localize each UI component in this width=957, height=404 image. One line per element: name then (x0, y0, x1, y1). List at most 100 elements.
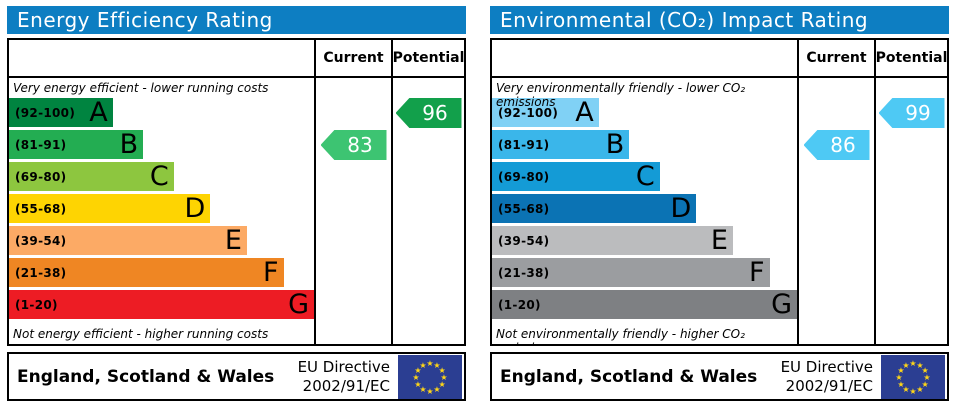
svg-text:★: ★ (909, 359, 916, 368)
region-label: England, Scotland & Wales (500, 366, 758, 387)
svg-text:★: ★ (412, 373, 419, 382)
rating-table: Current Potential Very energy efficient … (7, 38, 466, 346)
potential-rating-value: 96 (422, 101, 448, 125)
rating-band-g: (1-20) G (492, 290, 797, 319)
potential-value-column: 96 (391, 78, 464, 344)
svg-text:★: ★ (426, 387, 433, 396)
svg-text:★: ★ (419, 385, 426, 394)
current-value-column: 86 (797, 78, 874, 344)
eu-directive-line1: EU Directive (780, 357, 873, 376)
current-rating-value: 83 (347, 133, 373, 157)
band-letter: A (89, 97, 108, 128)
band-column-header (492, 40, 797, 76)
band-letter: C (635, 161, 655, 192)
panel-title-bar: Environmental (CO₂) Impact Rating (490, 6, 949, 34)
current-column-header: Current (797, 40, 874, 76)
rating-band-f: (21-38) F (9, 258, 284, 287)
rating-band-c: (69-80) C (9, 162, 174, 191)
current-value-column: 83 (314, 78, 391, 344)
band-range-label: (92-100) (15, 105, 76, 120)
top-caption: Very environmentally friendly - lower CO… (496, 81, 746, 109)
band-letter: A (575, 97, 594, 128)
panel-title: Environmental (CO₂) Impact Rating (500, 8, 869, 32)
rating-table: Current Potential Very environmentally f… (490, 38, 949, 346)
svg-text:★: ★ (922, 366, 929, 375)
region-label: England, Scotland & Wales (17, 366, 275, 387)
band-letter: B (605, 129, 625, 160)
eu-flag-icon: ★ ★★ ★★★ ★★★ ★★★ (881, 354, 945, 399)
band-range-label: (92-100) (498, 105, 559, 120)
svg-text:★: ★ (433, 360, 440, 369)
svg-text:★: ★ (440, 373, 447, 382)
rating-band-d: (55-68) D (9, 193, 211, 224)
svg-text:★: ★ (923, 373, 930, 382)
band-letter: B (119, 129, 139, 160)
band-letter: D (670, 193, 692, 224)
svg-text:★: ★ (902, 360, 909, 369)
band-range-label: (81-91) (498, 137, 550, 152)
table-body: Very environmentally friendly - lower CO… (492, 78, 947, 344)
svg-text:★: ★ (439, 366, 446, 375)
svg-text:★: ★ (922, 380, 929, 389)
energy-efficiency-panel: Energy Efficiency Rating Current Potenti… (7, 6, 466, 401)
band-range-label: (21-38) (15, 265, 67, 280)
svg-text:★: ★ (414, 366, 421, 375)
panel-title: Energy Efficiency Rating (17, 8, 273, 32)
svg-text:★: ★ (909, 387, 916, 396)
rating-band-f: (21-38) F (492, 258, 770, 287)
rating-band-b: (81-91) B (9, 129, 144, 160)
eu-directive-line2: 2002/91/EC (785, 376, 873, 395)
svg-text:★: ★ (433, 385, 440, 394)
band-range-label: (39-54) (15, 233, 67, 248)
eu-flag-icon: ★ ★★ ★★★ ★★★ ★★★ (398, 354, 462, 399)
potential-column-header: Potential (874, 40, 947, 76)
environmental-impact-panel: Environmental (CO₂) Impact Rating Curren… (490, 6, 949, 401)
potential-rating-arrow: 99 (878, 98, 945, 128)
band-letter: G (288, 289, 309, 320)
bottom-caption: Not environmentally friendly - higher CO… (496, 327, 745, 344)
current-rating-arrow: 83 (320, 130, 387, 160)
current-rating-arrow: 86 (803, 130, 870, 160)
table-header-row: Current Potential (492, 40, 947, 78)
band-letter: D (184, 193, 206, 224)
band-letter: E (224, 225, 242, 256)
band-letter: E (710, 225, 728, 256)
band-letter: C (149, 161, 169, 192)
svg-text:★: ★ (414, 380, 421, 389)
panel-footer: England, Scotland & Wales EU Directive 2… (7, 352, 466, 401)
eu-directive-line1: EU Directive (297, 357, 390, 376)
svg-text:★: ★ (902, 385, 909, 394)
eu-directive-text: EU Directive 2002/91/EC (298, 358, 390, 396)
band-letter: G (771, 289, 792, 320)
potential-column-header: Potential (391, 40, 464, 76)
band-range-label: (1-20) (498, 297, 541, 312)
svg-text:★: ★ (895, 373, 902, 382)
rating-band-b: (81-91) B (492, 129, 630, 160)
svg-text:★: ★ (419, 360, 426, 369)
table-body: Very energy efficient - lower running co… (9, 78, 464, 344)
rating-band-a: (92-100) A (492, 98, 599, 127)
rating-band-e: (39-54) E (492, 226, 733, 255)
potential-rating-value: 99 (905, 101, 931, 125)
panel-footer: England, Scotland & Wales EU Directive 2… (490, 352, 949, 401)
bands-area: Very energy efficient - lower running co… (9, 78, 314, 344)
rating-band-g: (1-20) G (9, 290, 314, 319)
band-range-label: (81-91) (15, 137, 67, 152)
band-range-label: (39-54) (498, 233, 550, 248)
svg-text:★: ★ (426, 359, 433, 368)
bands-area: Very environmentally friendly - lower CO… (492, 78, 797, 344)
band-range-label: (1-20) (15, 297, 58, 312)
bottom-caption: Not energy efficient - higher running co… (13, 327, 269, 341)
svg-text:★: ★ (897, 366, 904, 375)
svg-text:★: ★ (916, 360, 923, 369)
band-column-header (9, 40, 314, 76)
band-range-label: (55-68) (498, 201, 550, 216)
epc-charts: Energy Efficiency Rating Current Potenti… (7, 6, 957, 401)
eu-directive-line2: 2002/91/EC (302, 376, 390, 395)
band-range-label: (21-38) (498, 265, 550, 280)
eu-directive-text: EU Directive 2002/91/EC (781, 358, 873, 396)
panel-title-bar: Energy Efficiency Rating (7, 6, 466, 34)
band-range-label: (69-80) (498, 169, 550, 184)
rating-band-a: (92-100) A (9, 98, 113, 127)
current-column-header: Current (314, 40, 391, 76)
